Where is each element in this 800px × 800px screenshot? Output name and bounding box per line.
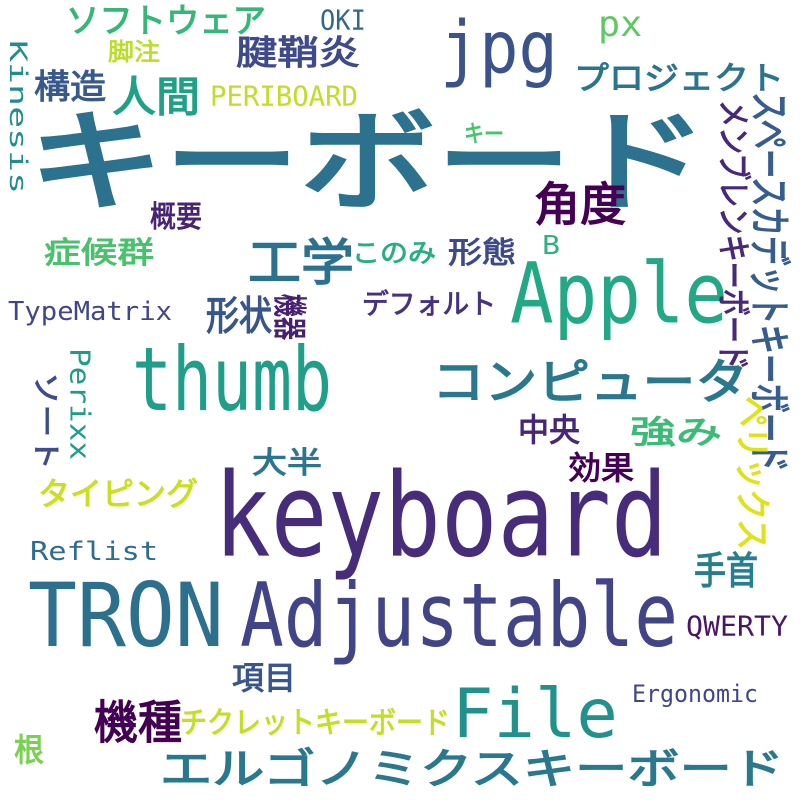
word-27: 概要 (150, 199, 202, 235)
word-49: 根 (14, 731, 44, 769)
word-31: B (542, 229, 561, 261)
word-25: Kinesis (4, 40, 33, 195)
word-4: TRON (28, 564, 224, 668)
word-42: 効果 (568, 449, 634, 487)
word-19: 腱鞘炎 (236, 32, 360, 73)
word-3: thumb (132, 328, 333, 432)
word-15: 角度 (534, 177, 626, 232)
word-43: タイピング (38, 475, 198, 513)
word-47: Ergonomic (632, 679, 758, 708)
word-2: Apple (510, 244, 729, 343)
word-37: Perixx (63, 348, 97, 461)
word-9: コンピュータ (432, 353, 748, 410)
word-32: TypeMatrix (8, 295, 173, 327)
word-35: デフォルト (362, 287, 496, 321)
word-16: 手首 (694, 548, 758, 594)
word-0: キーボード (28, 98, 708, 227)
word-20: 構造 (34, 66, 106, 107)
word-48: チクレットキーボード (180, 705, 450, 741)
word-36: ソート (29, 372, 63, 470)
word-24: px (598, 2, 643, 45)
word-34: 機器 (269, 294, 310, 340)
word-8: エルゴノミクスキーボード (160, 744, 784, 794)
word-44: Reflist (30, 535, 159, 567)
word-30: 形態 (448, 235, 516, 271)
word-33: 形状 (206, 292, 272, 340)
word-26: キー (464, 119, 504, 148)
word-13: 人間 (112, 72, 200, 122)
word-11: メンブレンキーボード (713, 100, 754, 370)
word-41: 大半 (252, 445, 322, 481)
word-38: 中央 (518, 411, 580, 449)
word-23: OKI (320, 3, 366, 37)
word-40: ペリックス (731, 396, 774, 550)
word-12: ソフトウェア (66, 0, 266, 41)
word-28: 症候群 (44, 235, 154, 271)
word-29: このみ (352, 237, 436, 269)
word-18: プロジェクト (574, 59, 784, 97)
word-5: Adjustable (240, 564, 679, 668)
word-7: jpg (440, 5, 558, 90)
word-45: QWERTY (686, 609, 789, 643)
word-39: 強み (630, 413, 722, 451)
word-46: 項目 (232, 659, 296, 697)
word-6: File (452, 673, 618, 754)
word-14: 工学 (248, 233, 354, 292)
word-21: PERIBOARD (210, 79, 358, 113)
word-1: keyboard (214, 447, 668, 584)
word-22: 脚注 (108, 37, 160, 66)
word-17: 機種 (94, 695, 182, 750)
